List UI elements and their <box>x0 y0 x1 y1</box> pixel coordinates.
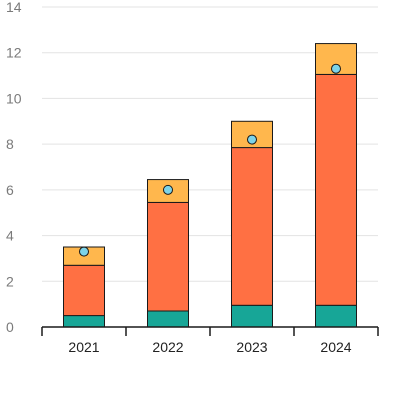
bar-segment-2021-1 <box>63 264 105 317</box>
x-tick-label: 2021 <box>68 339 99 355</box>
bar-segment-2024-1 <box>315 73 357 306</box>
x-tick-label: 2022 <box>152 339 183 355</box>
y-tick-label: 14 <box>6 0 22 15</box>
x-tick-label: 2023 <box>236 339 267 355</box>
markers <box>79 63 341 257</box>
bar-segment-2023-0 <box>231 304 273 328</box>
bar-segment-2023-1 <box>231 147 273 306</box>
bar-segment-2022-0 <box>147 310 189 328</box>
bar-segment-2021-0 <box>63 315 105 328</box>
y-tick-label: 4 <box>6 228 14 244</box>
bar-segment-2022-1 <box>147 201 189 312</box>
gridlines <box>42 6 378 282</box>
marker-point-2021 <box>79 246 89 257</box>
bars <box>63 43 357 328</box>
y-axis-ticks: 0 2 4 6 8 10 12 14 <box>6 0 22 335</box>
x-axis: 2021 2022 2023 2024 <box>41 326 379 355</box>
bar-segment-2024-0 <box>315 304 357 328</box>
y-tick-label: 12 <box>6 45 22 61</box>
y-tick-label: 2 <box>6 273 14 289</box>
marker-point-2022 <box>163 184 173 195</box>
y-tick-label: 0 <box>6 319 14 335</box>
y-tick-label: 6 <box>6 182 14 198</box>
y-tick-label: 10 <box>6 90 22 106</box>
marker-point-2023 <box>247 134 257 145</box>
y-tick-label: 8 <box>6 136 14 152</box>
marker-point-2024 <box>331 63 341 74</box>
x-tick-label: 2024 <box>320 339 351 355</box>
